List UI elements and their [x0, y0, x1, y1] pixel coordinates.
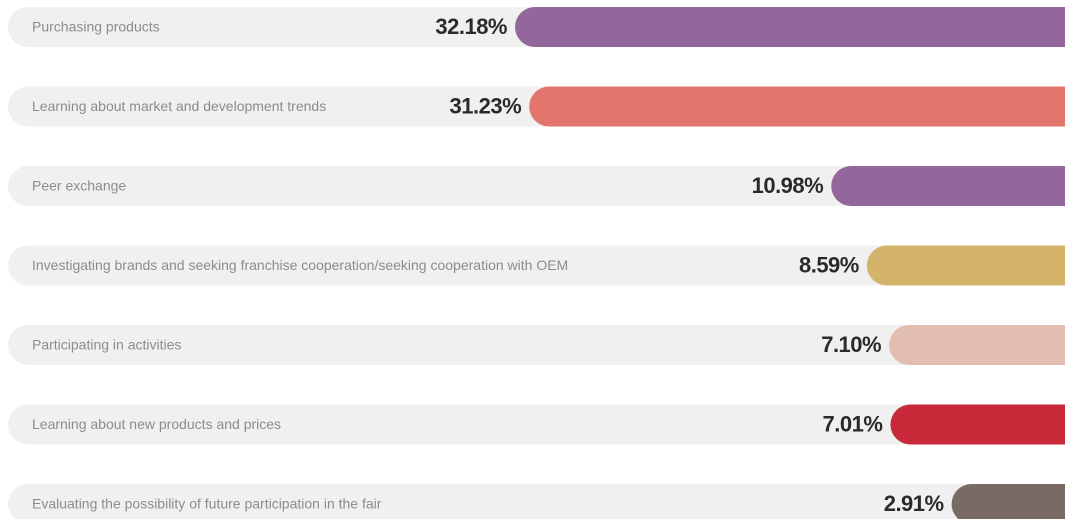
category-label: Evaluating the possibility of future par… — [32, 496, 382, 512]
value-label: 10.98% — [752, 173, 824, 198]
category-label: Learning about new products and prices — [32, 416, 281, 432]
bar — [890, 404, 1065, 445]
bar — [866, 245, 1065, 286]
row-background — [8, 325, 1065, 365]
bar — [889, 325, 1065, 365]
bar — [529, 86, 1065, 127]
category-label: Participating in activities — [32, 337, 181, 353]
row-background — [8, 166, 1065, 206]
value-label: 2.91% — [884, 491, 944, 516]
value-label: 32.18% — [435, 14, 507, 39]
bar — [951, 484, 1065, 519]
category-label: Purchasing products — [32, 19, 160, 35]
category-label: Peer exchange — [32, 178, 126, 194]
value-label: 7.01% — [823, 411, 883, 436]
bar — [831, 166, 1065, 206]
value-label: 8.59% — [799, 252, 859, 277]
value-label: 7.10% — [821, 332, 881, 357]
row-background — [8, 404, 1065, 445]
category-label: Learning about market and development tr… — [32, 98, 326, 114]
row-background — [8, 245, 1065, 286]
value-label: 31.23% — [450, 93, 522, 118]
bar — [515, 7, 1065, 47]
category-label: Investigating brands and seeking franchi… — [32, 257, 568, 273]
row-background — [8, 484, 1065, 519]
